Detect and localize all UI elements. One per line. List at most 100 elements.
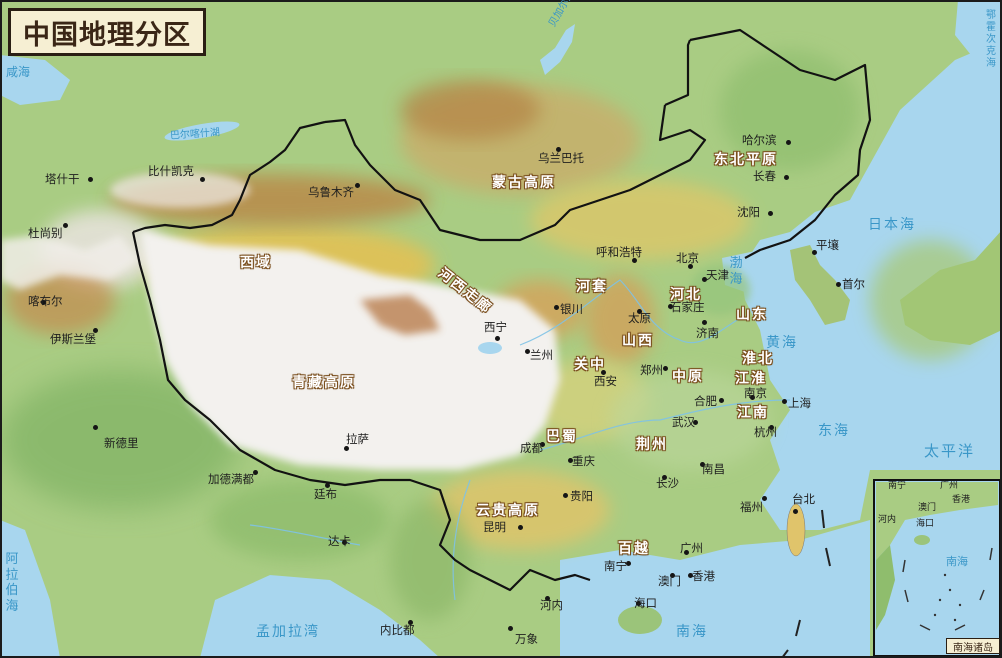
city-label: 呼和浩特	[596, 245, 642, 259]
korea-land	[790, 245, 850, 325]
city-label: 廷布	[314, 487, 337, 501]
city-label: 平壤	[816, 238, 839, 252]
city-label: 香港	[692, 569, 715, 583]
inset-city-label: 河内	[878, 515, 897, 525]
region-hebei: 河北	[670, 287, 702, 303]
city-label: 贵阳	[570, 489, 593, 503]
city-label: 沈阳	[737, 205, 760, 219]
city-label: 济南	[696, 326, 719, 340]
city-label: 加德满都	[208, 472, 254, 486]
city-label: 哈尔滨	[742, 133, 777, 147]
plateau-snow	[140, 230, 560, 470]
city-label: 首尔	[842, 277, 865, 291]
terrain-shading	[0, 50, 990, 620]
region-guanzhong: 关中	[574, 357, 606, 373]
inset-city-label: 海口	[916, 519, 935, 529]
city-label: 西宁	[484, 320, 507, 334]
city-label: 长春	[753, 169, 776, 183]
sea-label: 日本海	[868, 217, 916, 233]
city-label: 福州	[740, 500, 763, 514]
city-label: 乌兰巴托	[538, 151, 584, 165]
region-jingchu: 荆州	[636, 437, 668, 453]
city-label: 伊斯兰堡	[50, 332, 96, 346]
city-label: 昆明	[483, 520, 506, 534]
region-hetao: 河套	[576, 279, 608, 295]
city-label: 长沙	[656, 476, 679, 490]
hainan-island	[618, 606, 662, 634]
maritime-dashes	[781, 509, 831, 658]
region-baiyue: 百越	[618, 541, 650, 557]
city-label: 南宁	[604, 559, 627, 573]
city-label: 杭州	[754, 425, 777, 439]
south-china-sea-inset	[873, 479, 1001, 657]
sea-label: 鄂霍次克海	[986, 10, 996, 69]
sea-label: 孟加拉湾	[256, 624, 320, 640]
sea-label: 太平洋	[924, 442, 976, 460]
city-label: 武汉	[672, 415, 695, 429]
qaidam-basin	[360, 295, 440, 335]
city-label: 南京	[744, 386, 767, 400]
city-label: 银川	[560, 302, 583, 316]
city-label: 上海	[788, 396, 811, 410]
city-label: 台北	[792, 492, 815, 506]
map-title: 中国地理分区	[8, 8, 206, 56]
city-label: 兰州	[530, 348, 553, 362]
city-label: 北京	[676, 251, 699, 265]
sea-label: 南海	[676, 624, 708, 640]
taiwan-island	[786, 503, 806, 557]
region-jiangnan: 江南	[737, 405, 769, 421]
rivers	[249, 279, 791, 601]
region-shanxi: 山西	[622, 333, 654, 349]
inset-city-label: 广州	[940, 481, 959, 491]
sea-label: 咸海	[6, 65, 31, 79]
city-label: 石家庄	[670, 300, 705, 314]
region-zhongyuan: 中原	[672, 369, 704, 385]
city-label: 万象	[515, 632, 538, 646]
region-shandong: 山东	[736, 307, 768, 323]
inset-caption: 南海诸岛	[946, 638, 1000, 654]
city-label: 喀布尔	[28, 294, 63, 308]
city-label: 南昌	[702, 462, 725, 476]
region-bashu: 巴蜀	[546, 429, 578, 445]
city-label: 新德里	[104, 436, 139, 450]
city-label: 杜尚别	[28, 226, 63, 240]
city-label: 合肥	[694, 394, 717, 408]
city-label: 天津	[706, 268, 729, 282]
japan-land	[900, 230, 1002, 345]
pamir-snow	[0, 235, 140, 290]
inset-sea-label: 南海	[946, 555, 968, 568]
sea-label: 渤海	[729, 256, 743, 287]
region-huaibei: 淮北	[742, 351, 774, 367]
region-xiyu: 西域	[240, 255, 272, 271]
region-jianghuai: 江淮	[735, 371, 767, 387]
city-label: 拉萨	[346, 432, 369, 446]
city-label: 内比都	[380, 623, 415, 637]
sea-label: 黄海	[766, 335, 798, 351]
city-label: 西安	[594, 374, 617, 388]
lakes	[164, 24, 575, 354]
region-qingzang-gaoyuan: 青藏高原	[292, 375, 356, 391]
inset-city-label: 香港	[952, 495, 971, 505]
city-label: 太原	[628, 311, 651, 325]
china-border	[131, 28, 872, 592]
inset-city-label: 澳门	[918, 503, 937, 513]
city-label: 澳门	[658, 574, 681, 588]
city-label: 成都	[520, 441, 543, 455]
city-label: 广州	[680, 541, 703, 555]
city-label: 重庆	[572, 454, 595, 468]
sea-label: 东海	[818, 423, 850, 439]
sea-label: 阿拉伯海	[5, 552, 19, 614]
region-yungui-gaoyuan: 云贵高原	[476, 503, 540, 519]
city-label: 海口	[634, 596, 657, 610]
inset-city-label: 南宁	[888, 481, 907, 491]
city-label: 塔什干	[45, 172, 80, 186]
city-label: 比什凯克	[148, 164, 194, 178]
region-menggu-gaoyuan: 蒙古高原	[492, 175, 556, 191]
city-label: 河内	[540, 598, 563, 612]
city-label: 郑州	[640, 363, 663, 377]
city-label: 达卡	[328, 534, 351, 548]
region-dongbei-pingyuan: 东北平原	[714, 152, 778, 168]
